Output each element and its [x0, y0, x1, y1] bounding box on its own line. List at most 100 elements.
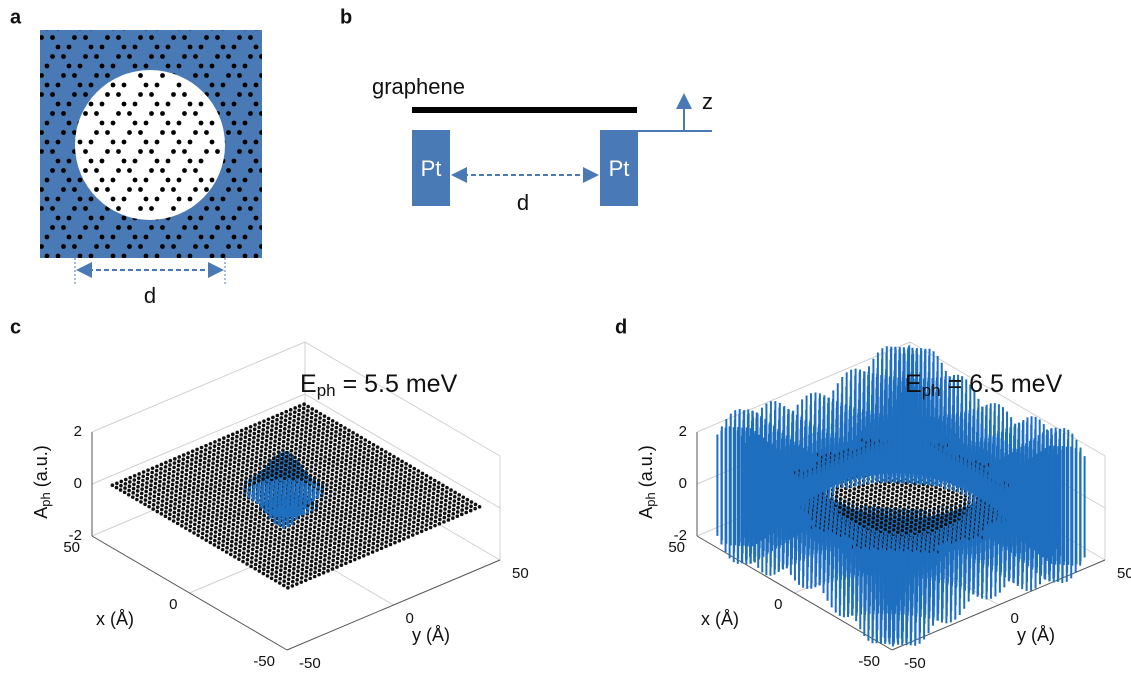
atom [183, 490, 187, 494]
atom [856, 498, 860, 502]
atom [226, 301, 231, 306]
atom [380, 493, 384, 497]
atom [260, 539, 264, 543]
atom [78, 311, 83, 316]
atom [222, 481, 226, 485]
atom [193, 301, 198, 306]
atom [375, 140, 380, 145]
atom [256, 541, 260, 545]
atom [924, 502, 928, 506]
atom [406, 535, 410, 539]
atom [402, 244, 407, 249]
atom [209, 491, 213, 495]
atom [368, 531, 372, 535]
atom [322, 427, 326, 431]
atom [240, 433, 244, 437]
atom [231, 437, 235, 441]
atom [297, 458, 301, 462]
atom [325, 442, 329, 446]
atom [432, 487, 436, 491]
atom [407, 477, 411, 481]
atom [468, 73, 473, 78]
atom [94, 130, 99, 135]
atom [358, 358, 363, 363]
atom [452, 273, 457, 278]
atom [371, 550, 375, 554]
atom [217, 492, 221, 496]
atom [166, 64, 171, 69]
atom [922, 523, 926, 527]
atom [320, 273, 325, 278]
atom [235, 439, 239, 443]
atom [186, 451, 190, 455]
atom [146, 477, 150, 481]
atom [872, 508, 876, 512]
atom [369, 473, 373, 477]
atom [348, 519, 352, 523]
x-tick-label: -50 [253, 653, 275, 670]
atom [45, 178, 50, 183]
panel-label: a [10, 6, 22, 28]
atom [184, 522, 188, 526]
atom [262, 469, 266, 473]
atom [138, 206, 143, 211]
atom [182, 498, 186, 502]
atom [383, 463, 387, 467]
atom [111, 64, 116, 69]
atom [239, 536, 243, 540]
atom [251, 444, 255, 448]
atom [333, 542, 337, 546]
atom [388, 457, 392, 461]
atom [296, 574, 300, 578]
atom [446, 54, 451, 59]
atom [902, 507, 906, 511]
atom [350, 444, 354, 448]
atom [869, 497, 873, 501]
atom [265, 529, 269, 533]
atom [865, 494, 869, 498]
atom [325, 487, 329, 491]
atom [364, 121, 369, 126]
electrode-label: Pt [609, 156, 630, 181]
atom [275, 562, 279, 566]
atom [424, 244, 429, 249]
atom [317, 474, 321, 478]
atom [115, 482, 119, 486]
atom [448, 497, 452, 501]
atom [461, 495, 465, 499]
atom [958, 513, 962, 517]
atom [356, 470, 360, 474]
atom [253, 477, 257, 481]
atom [320, 140, 325, 145]
atom [919, 513, 923, 517]
atom [364, 533, 368, 537]
atom [861, 488, 865, 492]
atom [852, 496, 856, 500]
atom [189, 471, 193, 475]
atom [886, 493, 890, 497]
atom [122, 159, 127, 164]
atom [927, 517, 931, 521]
atom [45, 197, 50, 202]
atom [236, 525, 240, 529]
atom [386, 140, 391, 145]
atom [263, 456, 267, 460]
atom [357, 466, 361, 470]
atom [945, 506, 949, 510]
atom [292, 339, 297, 344]
atom [329, 494, 333, 498]
atom [375, 254, 380, 259]
atom [396, 502, 400, 506]
atom [182, 263, 187, 268]
atom [350, 547, 354, 551]
electrode-label: Pt [421, 156, 442, 181]
atom [251, 543, 255, 547]
atom [358, 552, 362, 556]
atom [473, 507, 477, 511]
atom [415, 531, 419, 535]
atom [208, 455, 212, 459]
atom [331, 349, 336, 354]
atom [193, 523, 197, 527]
atom [336, 206, 341, 211]
atom [241, 515, 245, 519]
